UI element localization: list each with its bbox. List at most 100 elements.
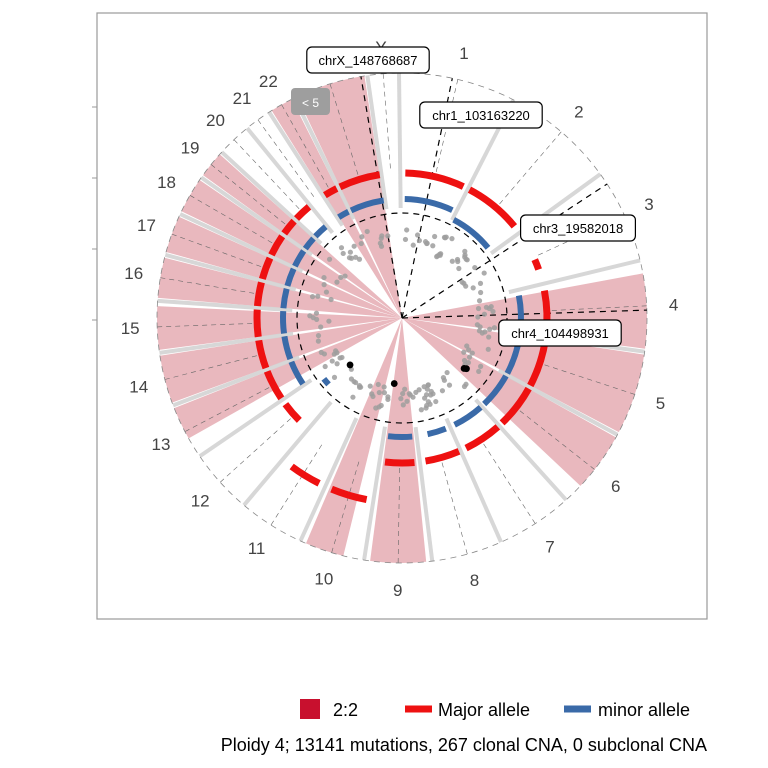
mutation-dot <box>348 376 355 382</box>
chromosome-gap <box>397 72 403 209</box>
chromosome-label: 17 <box>137 216 156 235</box>
mutation-dot <box>449 258 455 264</box>
mutation-dot <box>444 369 450 376</box>
mutation-dot <box>481 311 488 317</box>
minor-allele-arc <box>452 217 491 250</box>
major-allele-arc <box>289 463 321 487</box>
chromosome-gap <box>298 417 359 542</box>
chromosome-label: 13 <box>152 435 171 454</box>
segment-2-2 <box>370 318 427 563</box>
chromosome-label: 11 <box>248 539 266 558</box>
chromosome-gap <box>172 355 300 408</box>
mutation-dot <box>321 282 327 288</box>
mutation-dot <box>424 240 430 247</box>
ring-guides <box>156 72 648 564</box>
chromosome-divider <box>544 364 635 395</box>
annotation-label: chr1_103163220 <box>432 108 530 123</box>
chromosome-gap <box>198 378 313 458</box>
chromosome-gap <box>362 426 387 561</box>
annotation-label: chr3_19582018 <box>533 221 623 236</box>
annotation-leader <box>360 76 403 319</box>
mutation-dot <box>491 325 498 331</box>
chromosome-gap <box>157 298 293 313</box>
mutation-dot <box>315 338 321 344</box>
mutation-dot <box>432 233 438 240</box>
major-allele-arc <box>268 234 286 257</box>
major-allele-arc <box>253 309 262 338</box>
mutation-dot <box>490 308 496 315</box>
mutation-dot <box>375 381 381 388</box>
mutation-dot <box>427 401 433 407</box>
mutation-dot <box>416 387 422 393</box>
mutation-dot <box>461 357 468 364</box>
segment-2-2 <box>156 306 402 350</box>
mutation-dot <box>437 252 443 258</box>
mutation-dot <box>379 233 385 239</box>
mutation-dot-highlight <box>390 380 398 387</box>
chromosome-divider <box>184 387 270 432</box>
mutation-dot <box>328 296 334 303</box>
segment-2-2 <box>402 318 616 486</box>
mutation-dot <box>318 324 324 330</box>
chromosome-divider <box>270 444 323 526</box>
mutation-dot <box>464 343 470 349</box>
minor-allele-arc <box>482 374 509 407</box>
chromosome-gap <box>365 75 389 210</box>
mutation-dot <box>485 346 491 352</box>
mutation-dot <box>472 264 478 271</box>
mutation-dot <box>475 305 482 312</box>
mutation-dot <box>404 227 410 233</box>
chromosome-divider <box>257 119 315 197</box>
chromosome-gap <box>508 258 641 295</box>
chromosome-label: 2 <box>574 102 583 121</box>
mutation-dot <box>367 383 373 389</box>
chromosome-label: 20 <box>206 111 225 130</box>
mutation-dot <box>315 293 321 299</box>
major-allele-arc <box>330 485 368 504</box>
major-allele-arc <box>281 218 297 236</box>
outer-ring <box>156 72 648 564</box>
mutation-dot <box>446 382 453 388</box>
major-allele-arc <box>467 186 518 229</box>
chromosome-label: 1 <box>459 44 468 63</box>
chromosome-gap <box>200 175 314 257</box>
major-allele-arc <box>293 204 312 221</box>
mutation-dot <box>352 379 359 386</box>
mutation-dot <box>487 326 493 332</box>
major-allele-arc <box>254 281 265 307</box>
major-allele-arc <box>531 258 542 271</box>
chromosome-label: 14 <box>129 377 148 396</box>
chromosome-divider <box>233 139 300 210</box>
mutation-dot <box>423 405 429 411</box>
minor-allele-arc <box>453 405 483 428</box>
mutation-dot <box>476 298 483 304</box>
segment-2-2 <box>174 318 402 439</box>
mutation-dot <box>307 313 313 319</box>
mutation-dot <box>364 228 370 235</box>
mutation-dot <box>347 249 353 255</box>
chromosome-divider <box>157 323 253 328</box>
mutation-dot <box>337 355 343 361</box>
mutation-dot <box>348 255 355 261</box>
chromosome-label: 3 <box>644 195 653 214</box>
minor-allele-arc <box>337 209 350 220</box>
mutation-dot <box>422 395 428 401</box>
minor-allele-arc <box>281 335 294 361</box>
chromosome-divider <box>329 83 359 175</box>
chromosome-label: 5 <box>656 394 665 413</box>
major-allele-arc <box>405 169 465 190</box>
minor-allele-arc <box>349 197 385 214</box>
mutation-dot <box>338 274 344 280</box>
minor-allele-arc <box>280 310 287 334</box>
mutation-dot <box>433 398 439 405</box>
chromosome-label: 18 <box>157 173 176 192</box>
legend-label-major: Major allele <box>438 700 530 720</box>
mutation-dot <box>461 349 467 355</box>
mutation-dot <box>370 393 376 400</box>
mutation-dot <box>376 389 382 396</box>
mutation-dot <box>400 402 406 408</box>
chromosome-divider <box>171 233 262 267</box>
mutation-dot <box>469 350 475 356</box>
mutation-dot <box>475 314 481 320</box>
